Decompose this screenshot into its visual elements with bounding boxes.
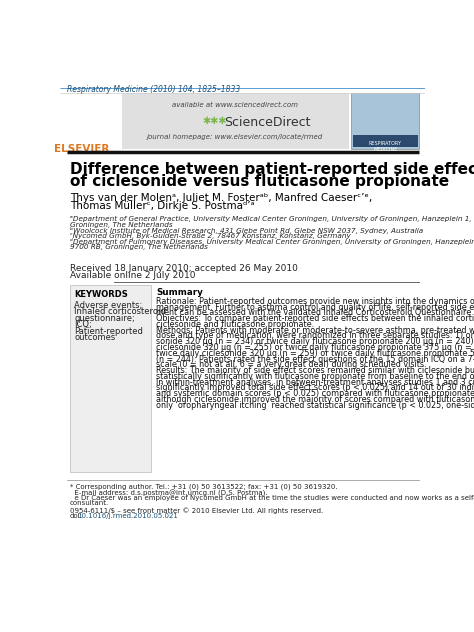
Text: Methods: Patients with moderate or moderate-to-severe asthma, pre-treated with a: Methods: Patients with moderate or moder…: [156, 325, 474, 335]
Text: questionnaire;: questionnaire;: [74, 313, 135, 323]
Text: outcomes: outcomes: [74, 334, 116, 343]
Text: Adverse events;: Adverse events;: [74, 301, 143, 310]
Text: statistically significantly with fluticasone propionate from baseline to the end: statistically significantly with flutica…: [156, 372, 474, 381]
Text: only ‘oropharyngeal itching’ reached statistical significance (p < 0.025, one-si: only ‘oropharyngeal itching’ reached sta…: [156, 401, 474, 410]
Text: ciclesonide and fluticasone propionate.: ciclesonide and fluticasone propionate.: [156, 320, 314, 329]
Text: ELSEVIER: ELSEVIER: [55, 143, 109, 154]
Text: ✱✱✱: ✱✱✱: [202, 116, 227, 126]
Text: e Dr Caeser was an employee of Nycomed GmbH at the time the studies were conduct: e Dr Caeser was an employee of Nycomed G…: [70, 495, 474, 501]
Text: and systemic domain scores (p < 0.025) compared with fluticasone propionate. In : and systemic domain scores (p < 0.025) c…: [156, 389, 474, 398]
Text: * Corresponding author. Tel.: +31 (0) 50 3613522; fax: +31 (0) 50 3619320.: * Corresponding author. Tel.: +31 (0) 50…: [70, 484, 337, 490]
Text: 10.1016/j.rmed.2010.05.021: 10.1016/j.rmed.2010.05.021: [77, 513, 178, 520]
Text: KEYWORDS: KEYWORDS: [74, 290, 128, 299]
Text: RESPIRATORY
MEDICINE: RESPIRATORY MEDICINE: [369, 142, 402, 152]
Text: Results: The majority of side effect scores remained similar with ciclesonide bu: Results: The majority of side effect sco…: [156, 366, 474, 375]
Text: Groningen, The Netherlands: Groningen, The Netherlands: [70, 222, 173, 228]
Text: ᵇWoolcock Institute of Medical Research, 431 Glebe Point Rd, Glebe NSW 2037, Syd: ᵇWoolcock Institute of Medical Research,…: [70, 227, 423, 234]
Text: Summary: Summary: [156, 288, 203, 298]
Text: Received 18 January 2010; accepted 26 May 2010: Received 18 January 2010; accepted 26 Ma…: [70, 264, 298, 274]
Text: twice daily ciclesonide 320 μg (n = 259) or twice daily fluticasone propionate 5: twice daily ciclesonide 320 μg (n = 259)…: [156, 349, 474, 358]
Text: Thys van der Molenᵃ, Juliet M. Fosterᵃᵇ, Manfred Caeserᶜ’ᵉ,: Thys van der Molenᵃ, Juliet M. Fosterᵃᵇ,…: [70, 193, 372, 203]
Text: Objectives: To compare patient-reported side effects between the inhaled cortico: Objectives: To compare patient-reported …: [156, 314, 474, 323]
Text: Difference between patient-reported side effects: Difference between patient-reported side…: [70, 162, 474, 177]
Text: 9700 RB, Groningen, The Netherlands: 9700 RB, Groningen, The Netherlands: [70, 244, 208, 250]
Text: In within-treatment analyses, in between-treatment analyses studies 1 and 3 cicl: In within-treatment analyses, in between…: [156, 378, 474, 387]
Text: journal homepage: www.elsevier.com/locate/rmed: journal homepage: www.elsevier.com/locat…: [147, 133, 323, 140]
Text: ICQ;: ICQ;: [74, 320, 92, 329]
Bar: [122, 93, 349, 149]
Text: ciclesonide 320 μg (n = 255) or twice daily fluticasone propionate 375 μg (n = 2: ciclesonide 320 μg (n = 255) or twice da…: [156, 343, 474, 352]
Text: Thomas Müllerᶜ, Dirkje S. Postmaᵈ’ᵃ: Thomas Müllerᶜ, Dirkje S. Postmaᵈ’ᵃ: [70, 202, 254, 211]
Text: significantly improved total side effect scores (p < 0.025) and 14 out of 30 ind: significantly improved total side effect…: [156, 384, 474, 392]
Bar: [70, 285, 151, 472]
Bar: [352, 93, 419, 149]
Text: management. Further to asthma control and quality of life, self-reported side ef: management. Further to asthma control an…: [156, 303, 474, 312]
Text: consultant.: consultant.: [70, 500, 109, 506]
Text: ScienceDirect: ScienceDirect: [225, 116, 311, 129]
Text: sonide 320 μg (n = 234) or twice daily fluticasone propionate 200 μg (n = 240); : sonide 320 μg (n = 234) or twice daily f…: [156, 337, 474, 346]
Text: dose and type of medication, were randomized in three separate studies: 1) once : dose and type of medication, were random…: [156, 331, 474, 341]
Text: Respiratory Medicine (2010) 104, 1825–1833: Respiratory Medicine (2010) 104, 1825–18…: [66, 85, 240, 94]
Text: although ciclesonide improved the majority of scores compared with fluticasone p: although ciclesonide improved the majori…: [156, 395, 474, 404]
Text: Rationale: Patient-reported outcomes provide new insights into the dynamics of a: Rationale: Patient-reported outcomes pro…: [156, 297, 474, 306]
Text: ᵈDepartment of Pulmonary Diseases, University Medical Center Groningen, Universi: ᵈDepartment of Pulmonary Diseases, Unive…: [70, 238, 474, 245]
Text: E-mail address: d.s.postma@int.umcg.nl (D.S. Postma).: E-mail address: d.s.postma@int.umcg.nl (…: [70, 489, 267, 497]
Text: ᶜNycomed GmbH, Byk-Gulden-Straße 2, 78467 Konstanz, Konstanz, Germany: ᶜNycomed GmbH, Byk-Gulden-Straße 2, 7846…: [70, 233, 350, 239]
Text: available at www.sciencedirect.com: available at www.sciencedirect.com: [172, 102, 298, 108]
Text: scale (0 = not at all, 6 = a very great deal) during scheduled visits.: scale (0 = not at all, 6 = a very great …: [156, 360, 427, 369]
Text: Patient-reported: Patient-reported: [74, 327, 143, 336]
Text: (n = 244). Patients rated the side effect questions of the 15 domain ICQ on a 7-: (n = 244). Patients rated the side effec…: [156, 355, 474, 363]
Text: Inhaled corticosteroid: Inhaled corticosteroid: [74, 307, 166, 316]
Text: of ciclesonide versus fluticasone propionate: of ciclesonide versus fluticasone propio…: [70, 174, 449, 190]
Text: doi:: doi:: [70, 513, 82, 520]
Text: ᵃDepartment of General Practice, University Medical Center Groningen, University: ᵃDepartment of General Practice, Univers…: [70, 216, 474, 222]
Text: ment can be assessed with the validated Inhaled Corticosteroid Questionnaire (IC: ment can be assessed with the validated …: [156, 308, 474, 317]
Text: 0954-6111/$ – see front matter © 2010 Elsevier Ltd. All rights reserved.: 0954-6111/$ – see front matter © 2010 El…: [70, 507, 323, 514]
Bar: [353, 135, 418, 147]
Text: Available online 2 July 2010: Available online 2 July 2010: [70, 271, 195, 281]
